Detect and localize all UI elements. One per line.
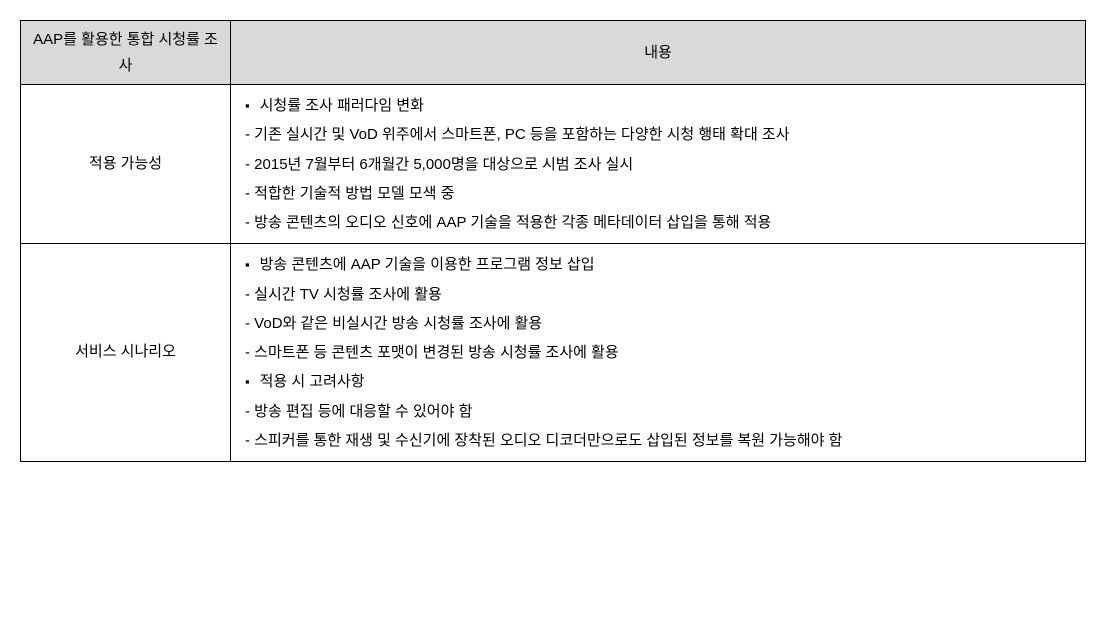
dash-item: 방송 편집 등에 대응할 수 있어야 함 <box>245 397 1073 426</box>
dash-item: 스피커를 통한 재생 및 수신기에 장착된 오디오 디코더만으로도 삽입된 정보… <box>245 426 1073 455</box>
aap-table: AAP를 활용한 통합 시청률 조사 내용 적용 가능성시청률 조사 패러다임 … <box>20 20 1086 462</box>
dash-item: VoD와 같은 비실시간 방송 시청률 조사에 활용 <box>245 309 1073 338</box>
row-content: 시청률 조사 패러다임 변화기존 실시간 및 VoD 위주에서 스마트폰, PC… <box>231 85 1086 244</box>
dash-item: 방송 콘텐츠의 오디오 신호에 AAP 기술을 적용한 각종 메타데이터 삽입을… <box>245 208 1073 237</box>
table-body: 적용 가능성시청률 조사 패러다임 변화기존 실시간 및 VoD 위주에서 스마… <box>21 85 1086 462</box>
dash-item: 적합한 기술적 방법 모델 모색 중 <box>245 179 1073 208</box>
header-col1: AAP를 활용한 통합 시청률 조사 <box>21 21 231 85</box>
row-label: 서비스 시나리오 <box>21 244 231 462</box>
row-content: 방송 콘텐츠에 AAP 기술을 이용한 프로그램 정보 삽입실시간 TV 시청률… <box>231 244 1086 462</box>
dash-item: 스마트폰 등 콘텐츠 포맷이 변경된 방송 시청률 조사에 활용 <box>245 338 1073 367</box>
table-row: 서비스 시나리오방송 콘텐츠에 AAP 기술을 이용한 프로그램 정보 삽입실시… <box>21 244 1086 462</box>
dash-item: 기존 실시간 및 VoD 위주에서 스마트폰, PC 등을 포함하는 다양한 시… <box>245 120 1073 149</box>
table-row: 적용 가능성시청률 조사 패러다임 변화기존 실시간 및 VoD 위주에서 스마… <box>21 85 1086 244</box>
bullet-item: 시청률 조사 패러다임 변화 <box>245 91 1073 120</box>
header-col2: 내용 <box>231 21 1086 85</box>
row-label: 적용 가능성 <box>21 85 231 244</box>
header-row: AAP를 활용한 통합 시청률 조사 내용 <box>21 21 1086 85</box>
dash-item: 실시간 TV 시청률 조사에 활용 <box>245 280 1073 309</box>
bullet-item: 방송 콘텐츠에 AAP 기술을 이용한 프로그램 정보 삽입 <box>245 250 1073 279</box>
bullet-item: 적용 시 고려사항 <box>245 367 1073 396</box>
dash-item: 2015년 7월부터 6개월간 5,000명을 대상으로 시범 조사 실시 <box>245 150 1073 179</box>
